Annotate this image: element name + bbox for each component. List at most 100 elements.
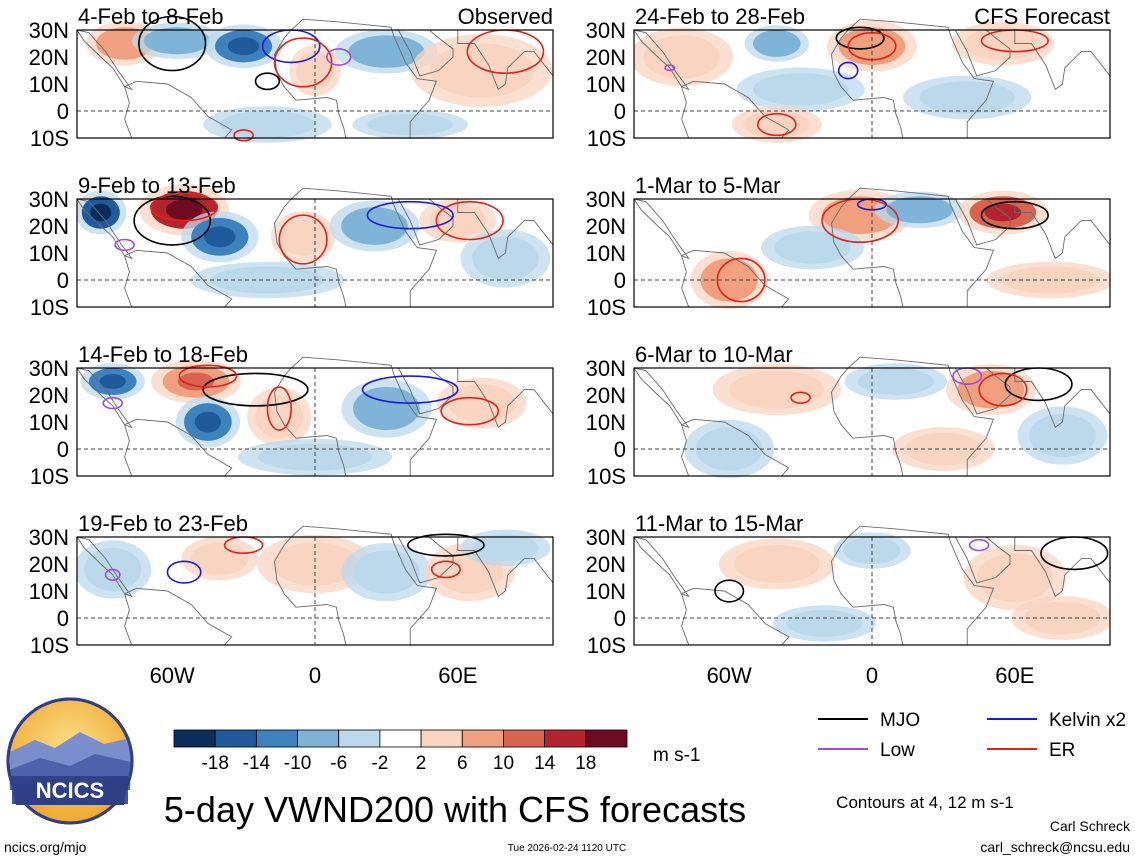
colorbar-swatch	[173, 729, 216, 748]
anomaly-core	[733, 545, 820, 583]
panel-title: 1-Mar to 5-Mar	[635, 173, 780, 198]
y-tick-label: 10N	[586, 241, 626, 266]
footer-url: ncics.org/mjo	[4, 839, 87, 855]
contour-mjo	[980, 200, 1049, 230]
colorbar-swatch	[379, 729, 422, 748]
panel-title: 6-Mar to 10-Mar	[635, 342, 793, 367]
contour-mjo	[202, 372, 309, 407]
coastline	[77, 367, 133, 429]
y-tick-label: 10S	[30, 633, 69, 658]
anomaly-core	[786, 609, 863, 637]
coastline	[274, 525, 438, 646]
coastline	[831, 18, 995, 139]
anomaly-core	[272, 542, 358, 586]
contour-mjo	[133, 195, 212, 246]
y-tick-label: 20N	[29, 45, 69, 70]
anomaly-core	[143, 27, 211, 55]
contour-note: Contours at 4, 12 m s-1	[836, 793, 1014, 812]
panel-frame	[76, 367, 554, 477]
y-tick-label: 30N	[586, 356, 626, 381]
y-tick-label: 0	[614, 99, 626, 124]
y-tick-label: 0	[57, 268, 69, 293]
anomaly-core	[353, 550, 420, 594]
colorbar-swatch	[420, 729, 463, 748]
ncics-logo: NCICS	[6, 697, 134, 825]
map-panel: 19-Feb to 23-Feb	[76, 511, 554, 646]
contour-kelvin-x2	[366, 200, 454, 230]
contour-mjo	[138, 15, 207, 72]
coastline	[634, 536, 690, 598]
panel-title: 4-Feb to 8-Feb	[78, 4, 224, 29]
colorbar-label: -10	[284, 753, 311, 774]
legend-label: Kelvin x2	[1049, 710, 1126, 731]
y-tick-label: 10N	[29, 72, 69, 97]
y-tick-label: 10N	[29, 579, 69, 604]
anomaly-core	[753, 73, 849, 106]
contour-er	[233, 129, 254, 142]
anomaly-core	[429, 43, 534, 98]
colorbar-swatch	[585, 729, 628, 748]
footer-author: Carl Schreck	[1050, 818, 1131, 834]
x-tick-label: 0	[309, 663, 321, 688]
coastline	[1014, 198, 1110, 260]
coastline	[954, 536, 1011, 584]
anomaly-peak	[194, 411, 221, 433]
x-tick-label: 60W	[150, 663, 195, 688]
coastline	[274, 356, 438, 477]
y-tick-label: 0	[614, 437, 626, 462]
anomaly-core	[700, 258, 758, 302]
colorbar-label: 14	[534, 753, 556, 774]
y-tick-label: 30N	[29, 18, 69, 43]
y-tick-label: 20N	[29, 383, 69, 408]
panel-title: 24-Feb to 28-Feb	[635, 4, 805, 29]
colorbar-label: -18	[201, 753, 228, 774]
colorbar-swatch	[503, 729, 546, 748]
y-tick-label: 30N	[586, 18, 626, 43]
colorbar-swatch	[255, 729, 298, 748]
contour-er	[440, 396, 500, 426]
y-tick-label: 10S	[587, 126, 626, 151]
y-tick-label: 0	[614, 268, 626, 293]
y-tick-label: 10S	[587, 633, 626, 658]
contour-mjo	[407, 533, 485, 557]
colorbar-swatch	[544, 729, 587, 748]
anomaly-core	[774, 231, 851, 264]
y-tick-label: 10S	[30, 295, 69, 320]
x-tick-label: 60E	[438, 663, 477, 688]
contour-er	[790, 391, 811, 404]
anomaly-core	[843, 537, 901, 564]
map-panel: 6-Mar to 10-Mar	[633, 342, 1111, 479]
panel-title: 14-Feb to 18-Feb	[78, 342, 248, 367]
coastline	[124, 418, 233, 477]
y-tick-label: 0	[57, 606, 69, 631]
x-tick-label: 60W	[707, 663, 752, 688]
coastline	[274, 187, 438, 308]
y-tick-label: 30N	[586, 525, 626, 550]
colorbar-label: 2	[416, 753, 427, 774]
coastline	[634, 29, 690, 91]
colorbar-swatch	[338, 729, 381, 748]
map-panel: 24-Feb to 28-Feb CFS Forecast	[633, 4, 1111, 143]
panel-frame	[76, 29, 554, 139]
contour-mjo	[835, 26, 885, 50]
panel-frame	[633, 536, 1111, 646]
map-panel: 14-Feb to 18-Feb	[76, 342, 554, 477]
anomaly-peak	[90, 203, 112, 222]
contour-kelvin-x2	[361, 375, 459, 404]
anomaly-core	[472, 236, 539, 280]
anomaly-core	[857, 368, 934, 395]
y-tick-label: 10N	[586, 410, 626, 435]
y-tick-label: 0	[57, 99, 69, 124]
coastline	[954, 198, 1011, 246]
contour-er	[273, 37, 333, 88]
y-tick-label: 10S	[30, 464, 69, 489]
anomaly-core	[341, 207, 408, 245]
column-label: Observed	[458, 4, 553, 29]
contour-low	[102, 396, 124, 410]
anomaly-peak	[99, 374, 126, 389]
y-tick-label: 20N	[29, 552, 69, 577]
map-panel: 11-Mar to 15-Mar	[633, 511, 1111, 646]
panel-frame	[633, 198, 1111, 308]
anomaly-core	[279, 217, 327, 256]
